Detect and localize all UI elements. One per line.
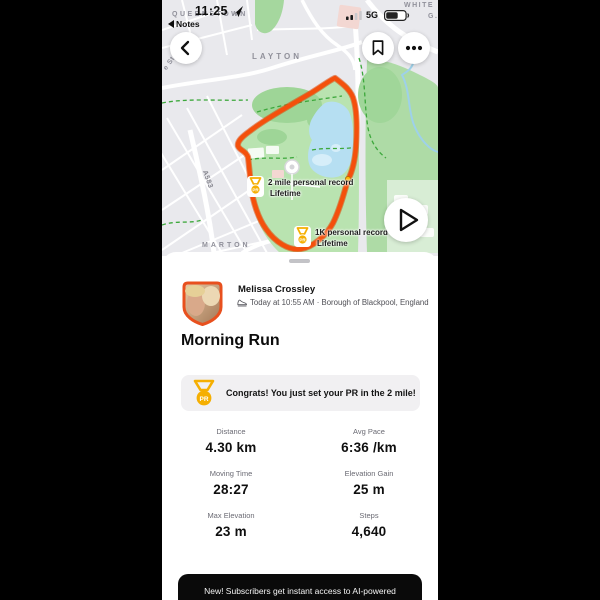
bookmark-button[interactable] xyxy=(362,32,394,64)
map-label-white: WHITE xyxy=(404,2,435,9)
map-label-layton: LAYTON xyxy=(252,52,303,61)
svg-text:PR: PR xyxy=(252,187,259,192)
play-icon xyxy=(399,208,419,232)
previous-app-label: Notes xyxy=(176,19,200,29)
athlete-name[interactable]: Melissa Crossley xyxy=(238,284,316,295)
network-label: 5G xyxy=(366,10,379,20)
stat-max-elevation: Max Elevation 23 m xyxy=(207,511,255,539)
pr-medal-icon: PR xyxy=(247,176,264,197)
map-canvas xyxy=(162,0,438,255)
activity-meta: Today at 10:55 AM · Borough of Blackpool… xyxy=(237,298,429,307)
route-start-dot xyxy=(344,175,352,183)
route-map[interactable]: QUEENSTOWN LAYTON MARTON WHITE G. A583 e… xyxy=(162,0,438,256)
signal-bars-icon xyxy=(346,11,362,20)
svg-text:PR: PR xyxy=(199,396,208,403)
green-patch-top xyxy=(255,0,284,34)
activity-meta-text: Today at 10:55 AM · Borough of Blackpool… xyxy=(250,298,429,307)
map-label-queenstown: QUEENSTOWN xyxy=(172,11,248,18)
stat-elevation-gain: Elevation Gain 25 m xyxy=(344,469,394,497)
back-to-app-icon xyxy=(168,20,174,28)
stat-avg-pace: Avg Pace 6:36 /km xyxy=(341,427,397,455)
three-dots-icon xyxy=(405,45,423,51)
more-options-button[interactable] xyxy=(398,32,430,64)
park-paths xyxy=(247,146,321,200)
pr-marker-2mile[interactable]: PR xyxy=(247,176,264,197)
promo-text: New! Subscribers get instant access to A… xyxy=(204,586,396,596)
pr-medal-icon: PR xyxy=(294,226,311,247)
phone-screen: QUEENSTOWN LAYTON MARTON WHITE G. A583 e… xyxy=(162,0,438,600)
activity-sheet: Melissa Crossley Today at 10:55 AM · Bor… xyxy=(162,252,438,600)
stat-moving-time: Moving Time 28:27 xyxy=(209,469,253,497)
stat-distance: Distance 4.30 km xyxy=(205,427,257,455)
lake-island xyxy=(312,154,332,166)
back-button[interactable] xyxy=(170,32,202,64)
avatar[interactable] xyxy=(182,281,223,326)
pink-building-top xyxy=(336,4,362,30)
chevron-left-icon xyxy=(180,40,190,56)
map-label-marton: MARTON xyxy=(202,242,251,249)
previous-app-link[interactable]: Notes xyxy=(168,19,200,29)
running-shoe-icon xyxy=(237,299,247,307)
pr-marker-1k-label: 1K personal record Lifetime xyxy=(315,228,388,248)
stream xyxy=(400,59,438,153)
pr-congrats-banner: PR Congrats! You just set your PR in the… xyxy=(181,375,420,411)
stat-steps: Steps 4,640 xyxy=(351,511,387,539)
stats-grid: Distance 4.30 km Avg Pace 6:36 /km Movin… xyxy=(162,427,438,539)
subscription-promo-banner[interactable]: New! Subscribers get instant access to A… xyxy=(178,574,422,600)
location-arrow-icon xyxy=(232,6,243,17)
battery-icon xyxy=(384,10,410,21)
activity-title: Morning Run xyxy=(181,332,280,349)
svg-text:PR: PR xyxy=(299,237,306,242)
pr-medal-icon: PR xyxy=(193,379,215,406)
pink-building-park xyxy=(272,170,284,178)
bookmark-icon xyxy=(372,40,384,56)
status-time: 11:25 xyxy=(195,4,228,18)
pr-banner-text: Congrats! You just set your PR in the 2 … xyxy=(226,388,416,398)
route-line xyxy=(235,75,359,252)
pr-marker-2mile-label: 2 mile personal record Lifetime xyxy=(268,178,354,198)
pr-marker-1k[interactable]: PR xyxy=(294,226,311,247)
drag-handle[interactable] xyxy=(289,259,310,263)
map-label-gate: G. xyxy=(428,13,438,20)
play-flyover-button[interactable] xyxy=(384,198,428,242)
